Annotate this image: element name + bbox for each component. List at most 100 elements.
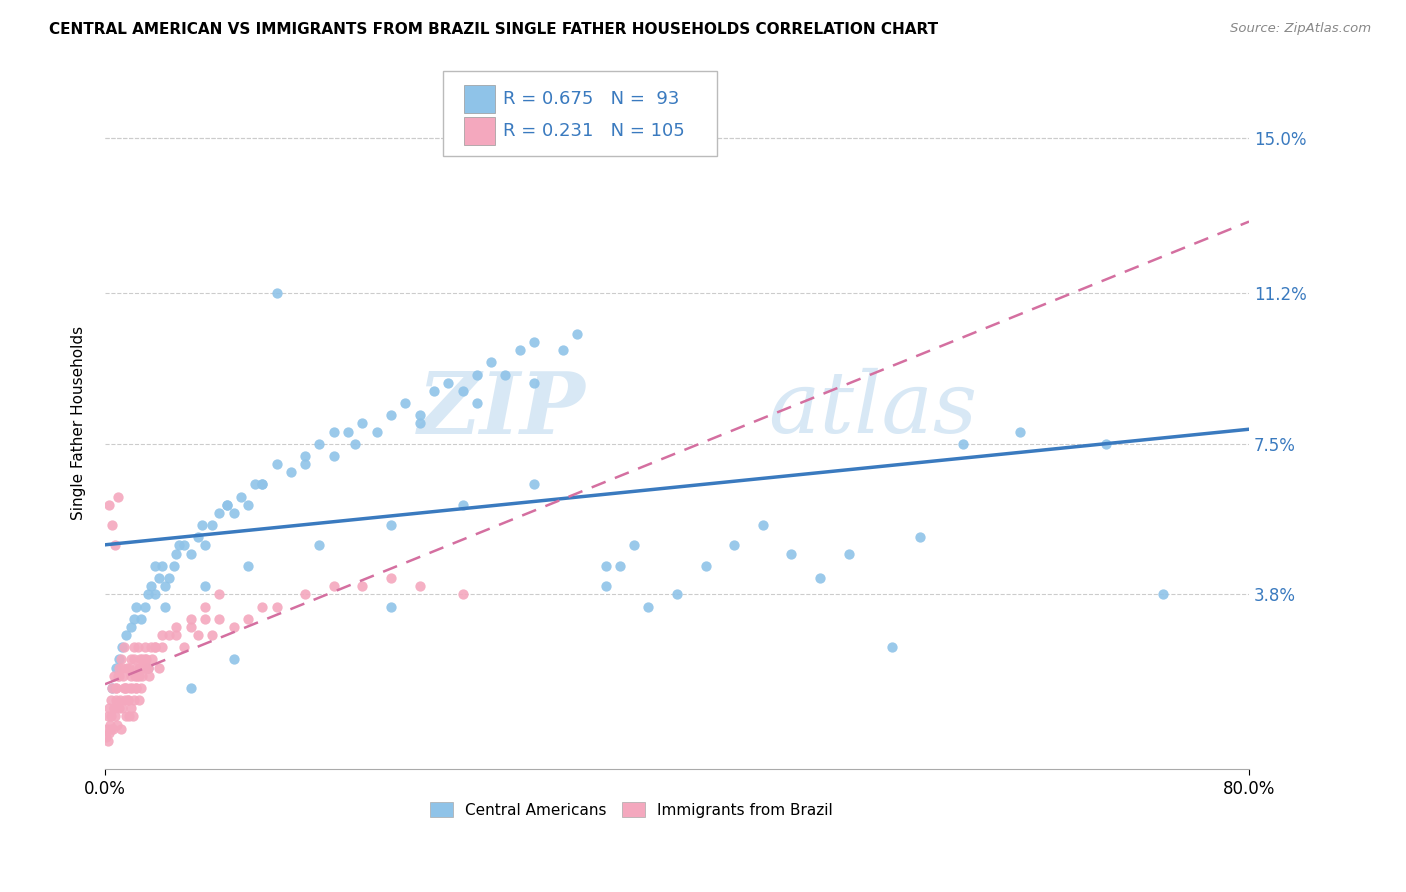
Point bbox=[294, 449, 316, 463]
Point bbox=[101, 518, 124, 533]
Point bbox=[637, 599, 659, 614]
Point bbox=[294, 587, 316, 601]
Point bbox=[100, 722, 122, 736]
Point bbox=[252, 477, 274, 491]
Point bbox=[96, 722, 118, 736]
Point bbox=[114, 709, 136, 723]
Point bbox=[111, 660, 134, 674]
Point bbox=[122, 709, 145, 723]
Point bbox=[222, 506, 245, 520]
Point bbox=[451, 384, 474, 398]
Point bbox=[143, 640, 166, 655]
Point bbox=[215, 498, 238, 512]
Point bbox=[124, 669, 146, 683]
Point bbox=[148, 571, 170, 585]
Point bbox=[191, 518, 214, 533]
Point bbox=[101, 681, 124, 695]
Point bbox=[108, 652, 131, 666]
Point bbox=[121, 681, 143, 695]
Point bbox=[134, 640, 156, 655]
Point bbox=[129, 660, 152, 674]
Point bbox=[187, 530, 209, 544]
Text: CENTRAL AMERICAN VS IMMIGRANTS FROM BRAZIL SINGLE FATHER HOUSEHOLDS CORRELATION : CENTRAL AMERICAN VS IMMIGRANTS FROM BRAZ… bbox=[49, 22, 938, 37]
Point bbox=[139, 640, 162, 655]
Point bbox=[1010, 425, 1032, 439]
Point bbox=[105, 681, 128, 695]
Point bbox=[908, 530, 931, 544]
Point bbox=[479, 355, 502, 369]
Point bbox=[122, 640, 145, 655]
Point bbox=[131, 669, 153, 683]
Point bbox=[107, 669, 129, 683]
Point bbox=[111, 669, 134, 683]
Point bbox=[143, 640, 166, 655]
Point bbox=[150, 628, 173, 642]
Point bbox=[150, 640, 173, 655]
Point bbox=[122, 652, 145, 666]
Point bbox=[139, 579, 162, 593]
Point bbox=[105, 681, 128, 695]
Point bbox=[366, 425, 388, 439]
Point bbox=[141, 652, 163, 666]
Point bbox=[194, 599, 217, 614]
Point bbox=[166, 628, 188, 642]
Point bbox=[322, 425, 344, 439]
Point bbox=[104, 709, 127, 723]
Point bbox=[110, 722, 132, 736]
Point bbox=[107, 490, 129, 504]
Point bbox=[952, 436, 974, 450]
Point bbox=[111, 640, 134, 655]
Point bbox=[494, 368, 516, 382]
Point bbox=[111, 701, 134, 715]
Point bbox=[208, 506, 231, 520]
Point bbox=[110, 652, 132, 666]
Point bbox=[127, 640, 149, 655]
Point bbox=[157, 628, 180, 642]
Point bbox=[236, 498, 259, 512]
Point bbox=[117, 693, 139, 707]
Point bbox=[308, 436, 330, 450]
Point bbox=[180, 547, 202, 561]
Point bbox=[509, 343, 531, 358]
Point bbox=[125, 681, 148, 695]
Point bbox=[166, 547, 188, 561]
Point bbox=[280, 465, 302, 479]
Point bbox=[523, 334, 546, 349]
Point bbox=[880, 640, 903, 655]
Point bbox=[128, 660, 150, 674]
Point bbox=[115, 628, 138, 642]
Legend: Central Americans, Immigrants from Brazil: Central Americans, Immigrants from Brazi… bbox=[423, 796, 839, 824]
Point bbox=[666, 587, 689, 601]
Text: atlas: atlas bbox=[769, 368, 977, 450]
Text: R = 0.231   N = 105: R = 0.231 N = 105 bbox=[503, 122, 685, 140]
Point bbox=[136, 660, 159, 674]
Text: Source: ZipAtlas.com: Source: ZipAtlas.com bbox=[1230, 22, 1371, 36]
Point bbox=[215, 498, 238, 512]
Point bbox=[143, 587, 166, 601]
Point bbox=[380, 409, 402, 423]
Point bbox=[169, 539, 191, 553]
Point bbox=[136, 587, 159, 601]
Point bbox=[252, 599, 274, 614]
Point bbox=[523, 376, 546, 390]
Point bbox=[97, 725, 120, 739]
Point bbox=[127, 669, 149, 683]
Point bbox=[96, 730, 118, 744]
Point bbox=[101, 722, 124, 736]
Point bbox=[408, 409, 430, 423]
Point bbox=[125, 681, 148, 695]
Point bbox=[380, 599, 402, 614]
Point bbox=[437, 376, 460, 390]
Point bbox=[408, 417, 430, 431]
Point bbox=[222, 652, 245, 666]
Point bbox=[266, 286, 288, 301]
Point bbox=[150, 558, 173, 573]
Point bbox=[308, 539, 330, 553]
Point bbox=[408, 579, 430, 593]
Point bbox=[780, 547, 803, 561]
Point bbox=[108, 669, 131, 683]
Point bbox=[208, 612, 231, 626]
Point bbox=[112, 640, 135, 655]
Point bbox=[166, 620, 188, 634]
Point bbox=[623, 539, 645, 553]
